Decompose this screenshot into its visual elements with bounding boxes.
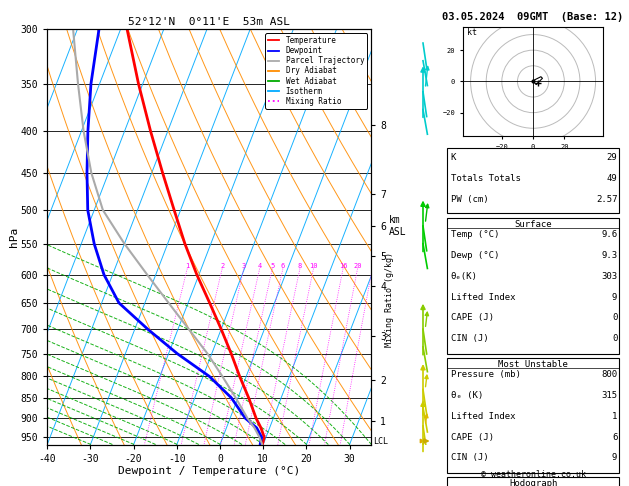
Text: kt: kt: [467, 28, 477, 36]
Bar: [447, 477, 619, 486]
Bar: [447, 358, 619, 473]
X-axis label: Dewpoint / Temperature (°C): Dewpoint / Temperature (°C): [118, 467, 300, 476]
Text: 315: 315: [601, 391, 617, 400]
Text: 10: 10: [309, 262, 318, 269]
Text: 9.3: 9.3: [601, 251, 617, 260]
Text: 49: 49: [606, 174, 617, 183]
Text: 4: 4: [257, 262, 262, 269]
Text: 6: 6: [612, 433, 617, 442]
Text: 5: 5: [270, 262, 274, 269]
Y-axis label: hPa: hPa: [9, 227, 19, 247]
Text: θₑ(K): θₑ(K): [450, 272, 477, 281]
Text: © weatheronline.co.uk: © weatheronline.co.uk: [481, 469, 586, 479]
Text: Dewp (°C): Dewp (°C): [450, 251, 499, 260]
Legend: Temperature, Dewpoint, Parcel Trajectory, Dry Adiabat, Wet Adiabat, Isotherm, Mi: Temperature, Dewpoint, Parcel Trajectory…: [265, 33, 367, 109]
Text: CIN (J): CIN (J): [450, 453, 488, 463]
Text: Surface: Surface: [515, 220, 552, 229]
Title: 52°12'N  0°11'E  53m ASL: 52°12'N 0°11'E 53m ASL: [128, 17, 290, 27]
Text: 1: 1: [185, 262, 189, 269]
Text: 29: 29: [606, 153, 617, 162]
Text: 303: 303: [601, 272, 617, 281]
Text: 9: 9: [612, 453, 617, 463]
Text: 8: 8: [298, 262, 302, 269]
Text: 0: 0: [612, 313, 617, 323]
Text: 3: 3: [242, 262, 246, 269]
Text: Temp (°C): Temp (°C): [450, 230, 499, 239]
Text: 9.6: 9.6: [601, 230, 617, 239]
Text: Hodograph: Hodograph: [509, 479, 557, 486]
Text: θₑ (K): θₑ (K): [450, 391, 483, 400]
Text: Totals Totals: Totals Totals: [450, 174, 520, 183]
Text: 16: 16: [339, 262, 347, 269]
Bar: [447, 148, 619, 213]
Text: 1: 1: [612, 412, 617, 421]
Text: 800: 800: [601, 370, 617, 379]
Text: PW (cm): PW (cm): [450, 195, 488, 204]
Text: 2.57: 2.57: [596, 195, 617, 204]
Text: 03.05.2024  09GMT  (Base: 12): 03.05.2024 09GMT (Base: 12): [442, 12, 624, 22]
Text: 0: 0: [612, 334, 617, 344]
Text: 6: 6: [281, 262, 285, 269]
Y-axis label: km
ASL: km ASL: [389, 215, 406, 237]
Text: 20: 20: [353, 262, 362, 269]
Text: Pressure (mb): Pressure (mb): [450, 370, 520, 379]
Text: CAPE (J): CAPE (J): [450, 433, 494, 442]
Text: Most Unstable: Most Unstable: [498, 360, 568, 369]
Text: Mixing Ratio (g/kg): Mixing Ratio (g/kg): [386, 252, 394, 347]
Text: CAPE (J): CAPE (J): [450, 313, 494, 323]
Text: LCL: LCL: [373, 437, 388, 446]
Bar: [447, 218, 619, 354]
Text: Lifted Index: Lifted Index: [450, 412, 515, 421]
Text: Lifted Index: Lifted Index: [450, 293, 515, 302]
Text: 9: 9: [612, 293, 617, 302]
Text: CIN (J): CIN (J): [450, 334, 488, 344]
Text: 2: 2: [220, 262, 225, 269]
Text: K: K: [450, 153, 456, 162]
